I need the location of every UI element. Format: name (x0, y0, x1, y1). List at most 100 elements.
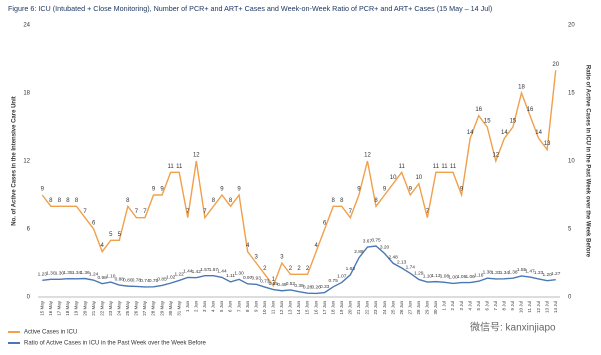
y2-axis-title: Ratio of Active Cases in ICU in the Past… (584, 65, 590, 258)
data-label: 11 (176, 164, 183, 170)
x-tick-label: 17 May (57, 300, 62, 316)
y2-tick-label: 20 (568, 23, 575, 29)
data-label: 3 (280, 255, 284, 261)
data-label: 7 (83, 209, 87, 215)
legend-label: Active Cases in ICU (24, 330, 77, 336)
data-label: 2 (263, 266, 267, 272)
y2-tick-label: 10 (568, 159, 575, 165)
data-label: 3 (255, 255, 259, 261)
data-label: 9 (460, 187, 464, 193)
y2-tick-label: 15 (568, 91, 575, 97)
data-label: 11 (441, 164, 448, 170)
x-tick-label: 16 May (48, 300, 53, 316)
data-label: 1.34 (72, 270, 82, 276)
data-label: 0.75 (149, 278, 159, 284)
x-tick-label: 6 Jun (228, 301, 233, 313)
x-tick-label: 19 Jun (339, 301, 344, 315)
x-tick-label: 30 Jun (433, 301, 438, 315)
data-label: 1.30 (234, 271, 244, 277)
x-tick-label: 31 May (176, 300, 181, 316)
x-tick-label: 10 Jun (262, 301, 267, 315)
data-label: 9 (41, 187, 45, 193)
data-label: 1.10 (106, 273, 116, 279)
data-label: 1.55 (517, 267, 527, 273)
data-label: 2 (289, 266, 293, 272)
x-tick-label: 25 Jun (390, 301, 395, 315)
data-label: 9 (237, 187, 241, 193)
x-tick-label: 27 Jun (407, 301, 412, 315)
data-label: 14 (501, 130, 508, 136)
y-tick-label: 18 (23, 91, 30, 97)
data-label: 8 (340, 198, 344, 204)
series-line (42, 245, 556, 295)
x-tick-label: 24 Jun (382, 301, 387, 315)
data-label: 0.52 (286, 281, 296, 287)
data-label: 1.13 (431, 273, 441, 279)
x-tick-label: 25 May (125, 300, 130, 316)
x-tick-label: 7 Jun (236, 301, 241, 313)
data-label: 0.98 (98, 275, 108, 281)
data-label: 3.75 (371, 237, 381, 243)
data-label: 2.13 (397, 259, 407, 265)
data-label: 12 (364, 153, 371, 159)
x-tick-label: 23 Jun (373, 301, 378, 315)
data-label: 0.26 (311, 285, 321, 291)
data-label: 7 (135, 209, 139, 215)
data-label: 0.97 (243, 275, 253, 281)
x-tick-label: 7 Jul (493, 301, 498, 311)
x-tick-label: 22 Jun (365, 301, 370, 315)
data-label: 8 (212, 198, 216, 204)
data-label: 0.46 (277, 282, 287, 288)
data-label: 1.23 (38, 272, 48, 278)
data-label: 1.24 (89, 271, 99, 277)
x-tick-label: 30 May (168, 300, 173, 316)
data-label: 1.63 (346, 266, 356, 272)
data-label: 1.57 (200, 267, 210, 273)
x-tick-label: 1 Jul (442, 301, 447, 311)
data-label: 8 (49, 198, 53, 204)
y-tick-label: 24 (23, 23, 30, 29)
x-tick-label: 21 Jun (356, 301, 361, 315)
data-label: 0.85 (157, 277, 167, 283)
x-tick-label: 5 Jul (476, 301, 481, 311)
data-label: 9 (220, 187, 224, 193)
x-tick-label: 4 Jul (467, 301, 472, 311)
y-axis-title: No. of Active Cases in the Intensive Car… (12, 96, 18, 225)
data-label: 12 (193, 153, 200, 159)
y2-tick-label: 0 (568, 295, 572, 301)
x-tick-label: 15 Jun (305, 301, 310, 315)
data-label: 0.55 (269, 281, 279, 287)
data-label: 9 (152, 187, 156, 193)
x-tick-label: 26 May (134, 300, 139, 316)
data-label: 4 (101, 243, 105, 249)
data-label: 1.57 (209, 267, 219, 273)
x-tick-label: 28 Jun (416, 301, 421, 315)
x-tick-label: 11 Jun (271, 301, 276, 315)
data-label: 14 (467, 130, 474, 136)
data-label: 1 (272, 277, 276, 283)
data-label: 14 (535, 130, 542, 136)
data-label: 5 (109, 232, 113, 238)
data-label: 11 (450, 164, 457, 170)
data-label: 1.44 (183, 269, 193, 275)
data-label: 1.06 (457, 274, 467, 280)
data-label: 8 (66, 198, 70, 204)
data-label: 1.33 (534, 270, 544, 276)
data-label: 1.22 (175, 272, 185, 278)
x-tick-label: 3 Jul (459, 301, 464, 311)
data-label: 1.44 (217, 269, 227, 275)
x-tick-label: 8 Jul (502, 301, 507, 311)
watermark: 微信号: kanxinjiapo (470, 321, 556, 334)
data-label: 0.33 (320, 284, 330, 290)
data-label: 2.48 (388, 255, 398, 261)
data-label: 0.74 (140, 278, 150, 284)
chart-title: Figure 6: ICU (Intubated + Close Monitor… (8, 4, 492, 13)
data-label: 0.75 (329, 278, 339, 284)
data-label: 8 (229, 198, 233, 204)
data-label: 1.34 (500, 270, 510, 276)
x-tick-label: 18 Jun (330, 301, 335, 315)
x-tick-label: 2 Jul (450, 301, 455, 311)
data-label: 0.73 (260, 278, 270, 284)
data-label: 16 (475, 107, 482, 113)
y-tick-label: 6 (27, 227, 31, 233)
